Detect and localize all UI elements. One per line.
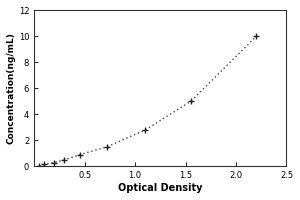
X-axis label: Optical Density: Optical Density bbox=[118, 183, 202, 193]
Y-axis label: Concentration(ng/mL): Concentration(ng/mL) bbox=[7, 32, 16, 144]
